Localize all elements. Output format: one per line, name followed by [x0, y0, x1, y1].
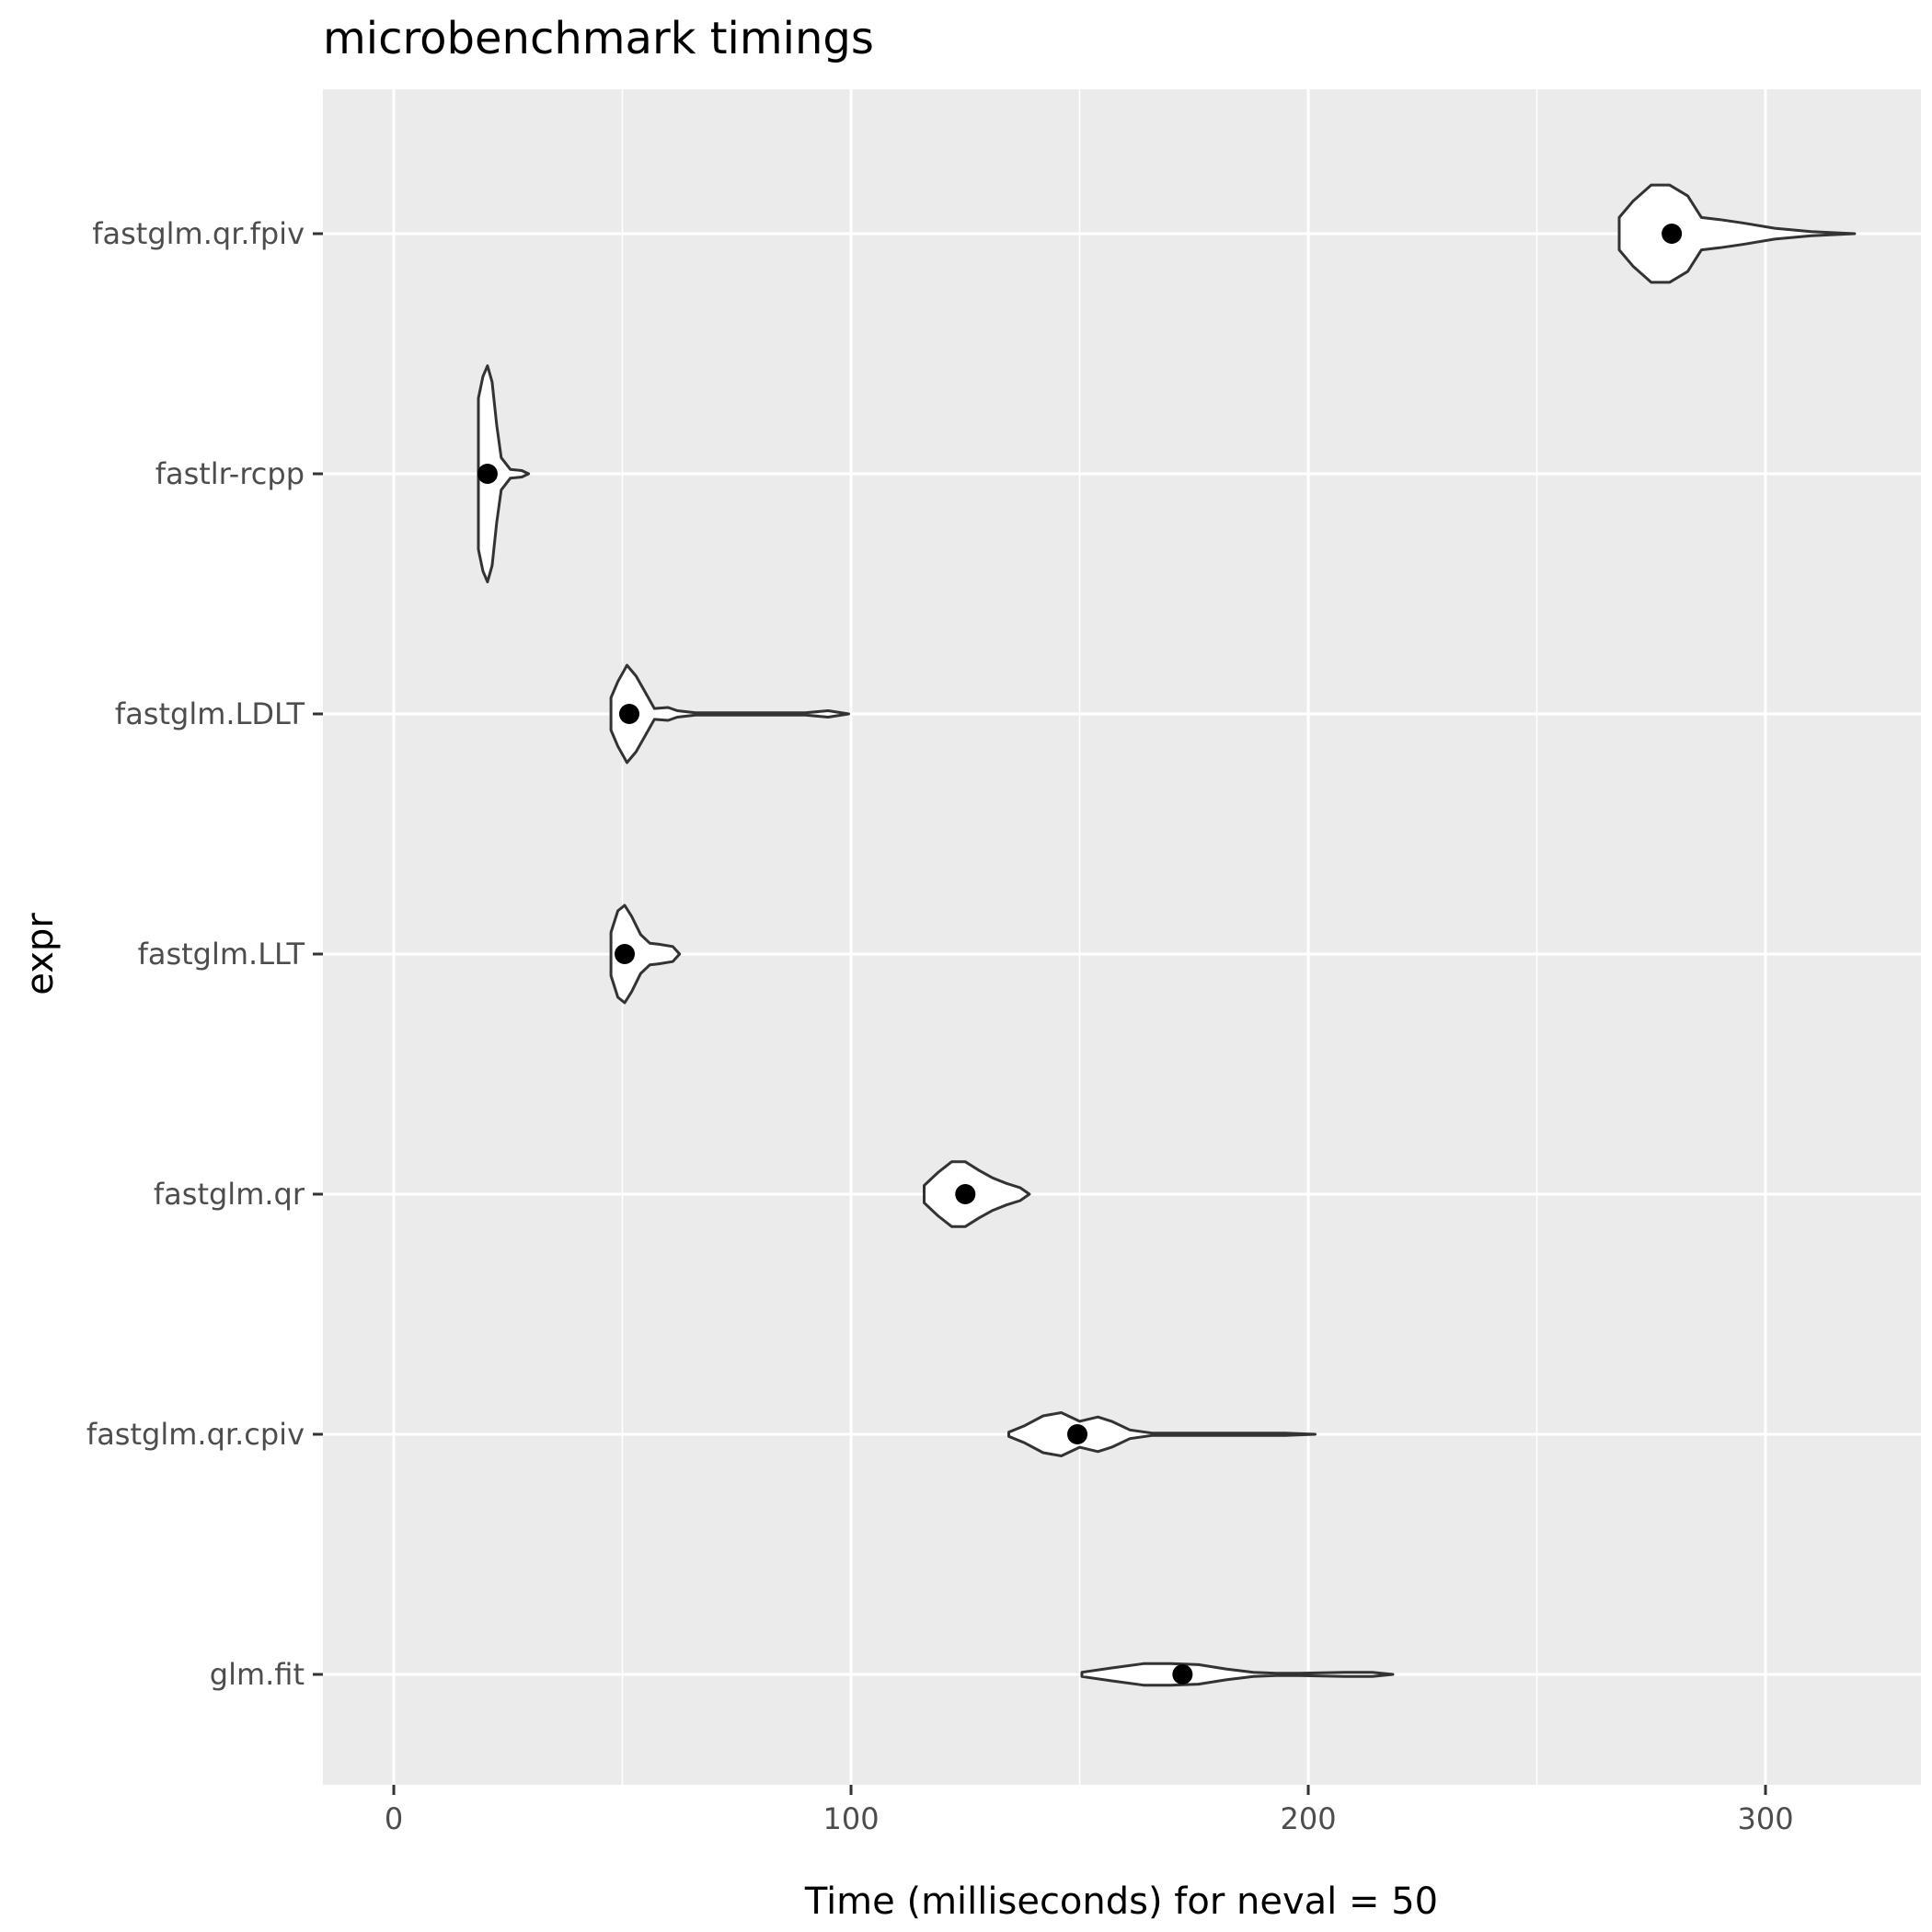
median-point-fastglm.qr.cpiv: [1067, 1424, 1088, 1444]
violins: [477, 183, 1857, 1687]
median-point-fastglm.qr.fpiv: [1662, 224, 1683, 244]
plot-panel: [323, 89, 1921, 1785]
violin-glm.fit: [1080, 1662, 1395, 1687]
medians: [477, 224, 1683, 1685]
y-axis: fastglm.qr.fpiv fastlr-rcpp fastglm.LDLT fa…: [86, 216, 323, 1692]
x-axis-title: Time (milliseconds) for neval = 50: [804, 1880, 1438, 1923]
median-point-fastglm.LDLT: [618, 704, 639, 724]
violin-fastglm.qr: [923, 1160, 1031, 1228]
violin-fastglm.LLT: [609, 903, 682, 1005]
violin-fastglm.qr.cpiv: [1007, 1411, 1317, 1457]
x-tick-label: 300: [1737, 1801, 1793, 1836]
chart-title: microbenchmark timings: [323, 13, 874, 64]
median-point-glm.fit: [1172, 1664, 1193, 1685]
x-tick-label: 200: [1280, 1801, 1336, 1836]
violin-fastglm.qr.fpiv: [1617, 183, 1857, 284]
y-axis-title: expr: [19, 913, 62, 995]
y-tick-label: glm.fit: [210, 1657, 305, 1692]
median-point-fastglm.LLT: [615, 944, 636, 964]
x-axis: 0 100 200 300: [385, 1785, 1794, 1836]
y-tick-label: fastglm.qr.fpiv: [92, 216, 305, 251]
median-point-fastlr-rcpp: [477, 464, 498, 484]
median-point-fastglm.qr: [955, 1184, 976, 1204]
y-tick-label: fastglm.qr.cpiv: [86, 1417, 305, 1452]
x-tick-label: 0: [385, 1801, 403, 1836]
y-tick-label: fastglm.qr: [154, 1177, 305, 1212]
x-tick-label: 100: [822, 1801, 879, 1836]
y-tick-label: fastglm.LDLT: [115, 696, 305, 731]
y-tick-label: fastlr-rcpp: [155, 456, 305, 491]
y-tick-label: fastglm.LLT: [138, 937, 305, 972]
violin-fastlr-rcpp: [477, 364, 531, 583]
violin-fastglm.LDLT: [609, 663, 850, 765]
